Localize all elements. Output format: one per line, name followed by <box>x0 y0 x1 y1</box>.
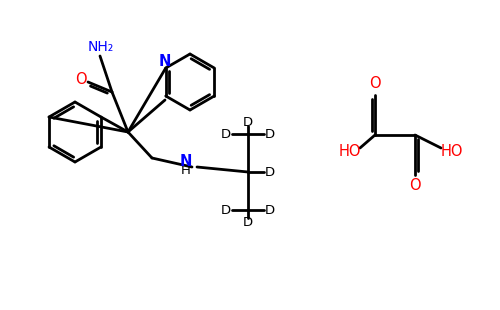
Text: D: D <box>265 127 275 140</box>
Text: D: D <box>221 203 231 216</box>
Text: D: D <box>265 203 275 216</box>
Text: O: O <box>75 73 87 87</box>
Text: D: D <box>265 166 275 179</box>
Text: NH₂: NH₂ <box>88 40 114 54</box>
Text: HO: HO <box>441 144 463 160</box>
Text: O: O <box>369 77 381 91</box>
Text: N: N <box>158 55 171 69</box>
Text: HO: HO <box>339 144 361 160</box>
Text: H: H <box>181 165 191 178</box>
Text: N: N <box>180 154 192 170</box>
Text: D: D <box>243 116 253 129</box>
Text: D: D <box>243 215 253 228</box>
Text: O: O <box>409 179 421 193</box>
Text: D: D <box>221 127 231 140</box>
